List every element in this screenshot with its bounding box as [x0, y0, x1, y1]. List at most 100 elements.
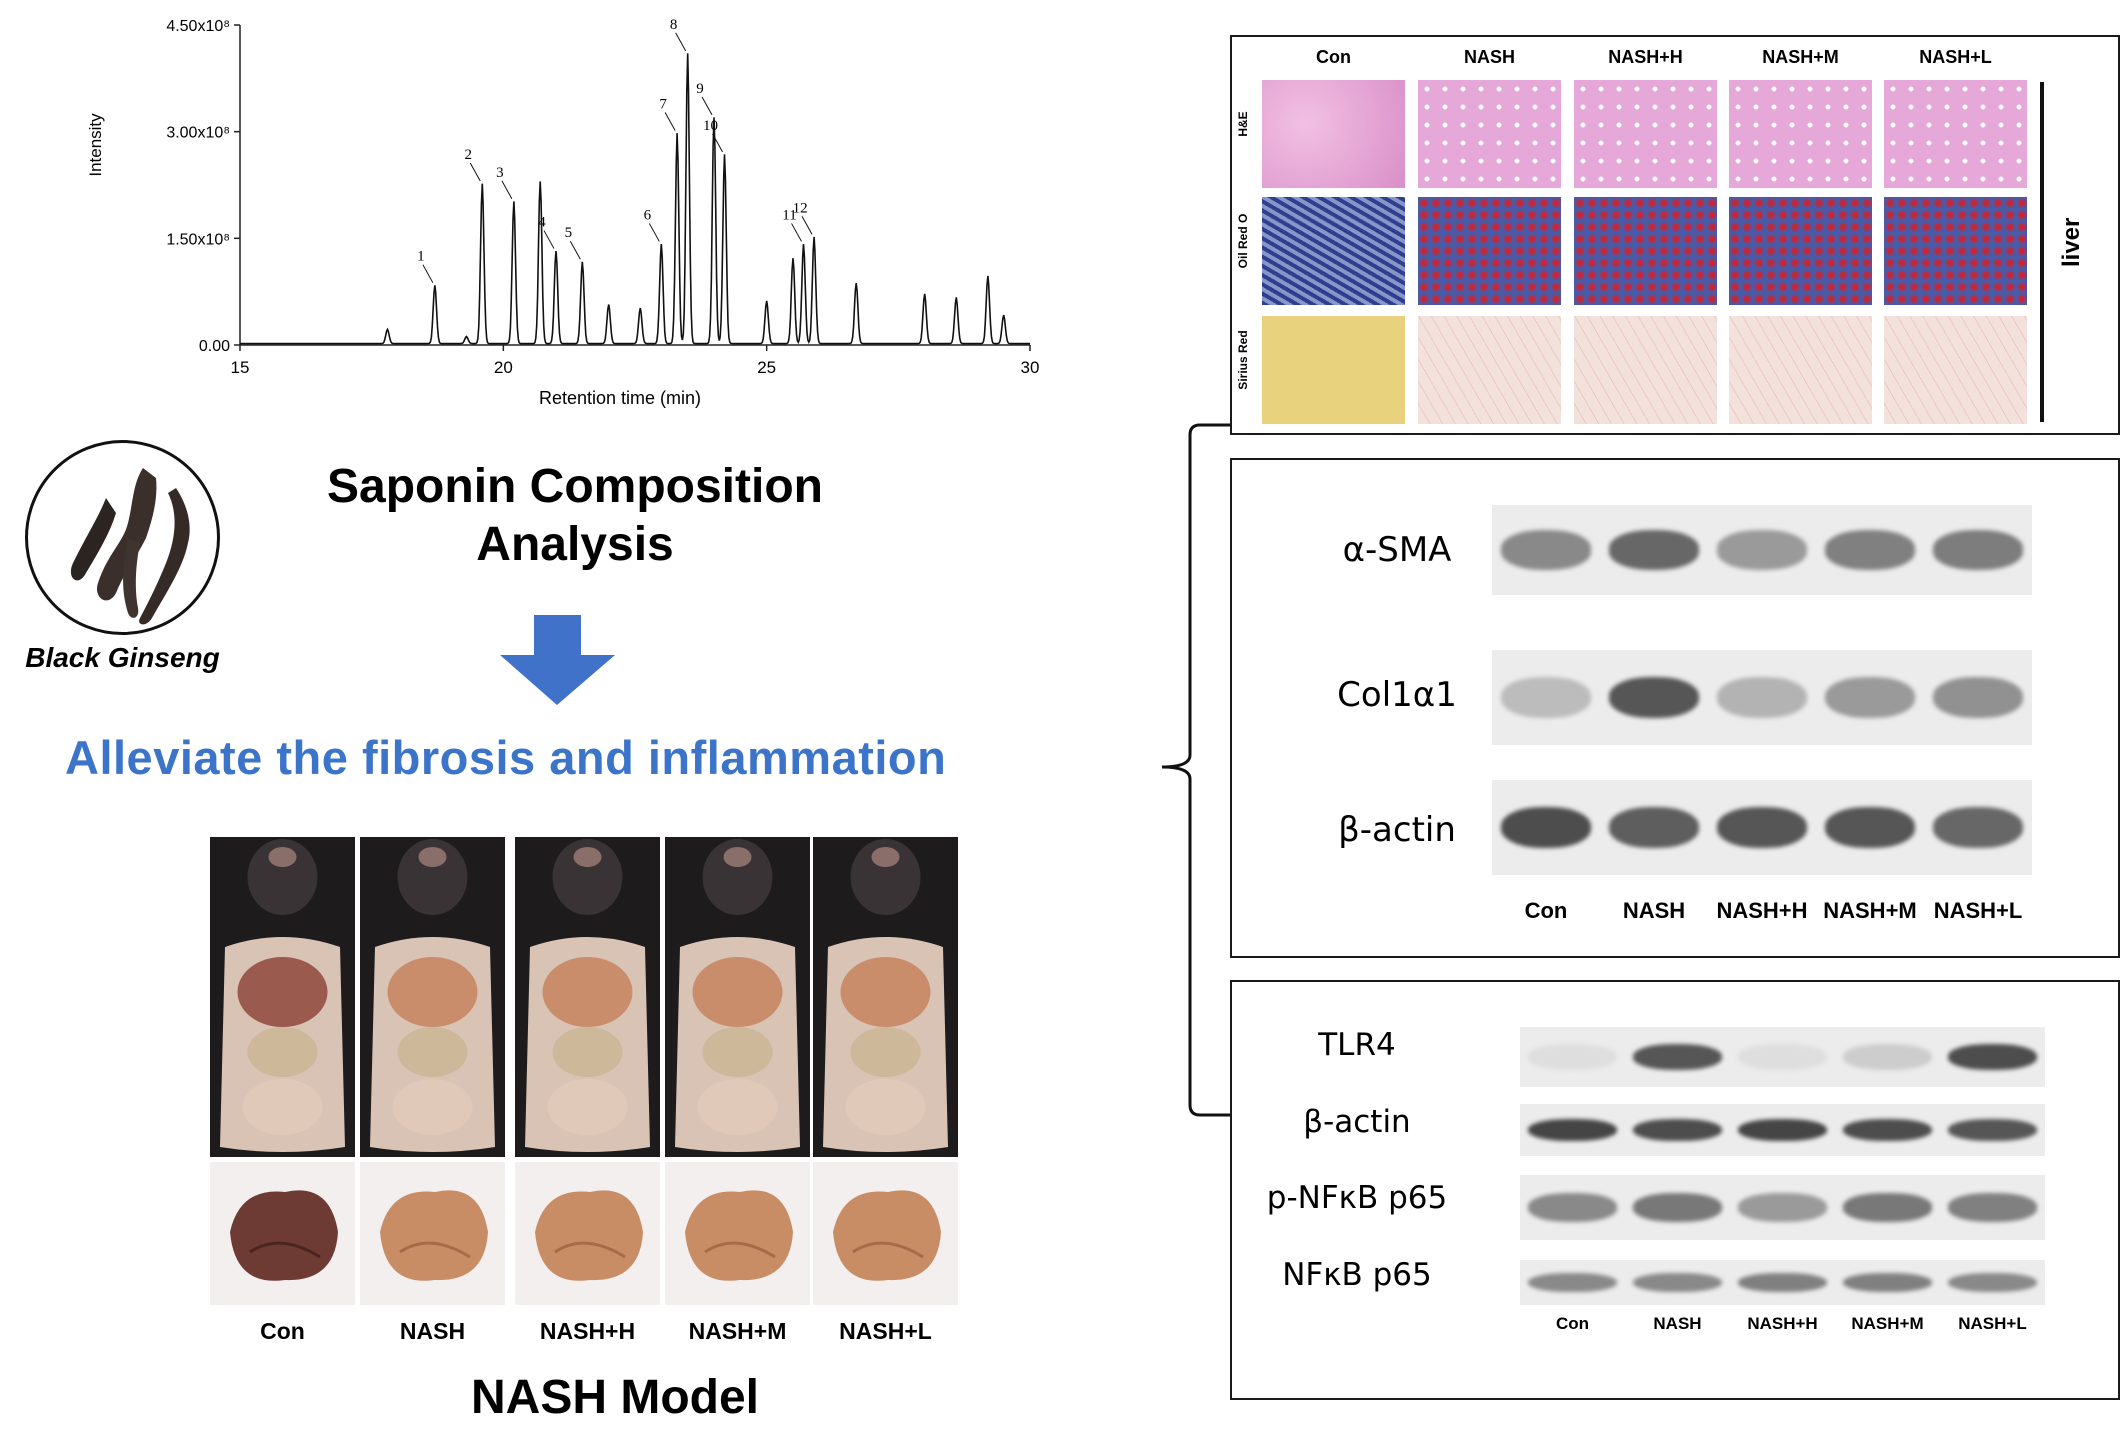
protein-band [1716, 806, 1808, 849]
protein-band [1948, 1193, 2037, 1222]
peak-label: 1 [417, 249, 425, 265]
down-arrow-icon [500, 615, 615, 705]
protein-band [1738, 1193, 1827, 1222]
protein-band [1716, 676, 1808, 719]
peak-leader-line [648, 223, 660, 242]
peak-point [581, 262, 583, 264]
blot-strip [1520, 1104, 2045, 1156]
lane-label: NASH+H [1747, 1314, 1818, 1333]
histology-image [1884, 197, 2027, 305]
protein-band [1948, 1043, 2037, 1071]
histology-image [1418, 316, 1561, 424]
mouse-dissection-photo [360, 837, 505, 1157]
blot-strip [1492, 780, 2032, 875]
histology-column-label: NASH [1463, 47, 1515, 67]
protein-band [1738, 1118, 1827, 1142]
protein-band [1843, 1272, 1932, 1293]
peak-point [1003, 316, 1005, 318]
peak-label: 8 [670, 17, 678, 33]
lane-label: Con [1524, 898, 1568, 923]
histology-image [1262, 316, 1405, 424]
mouse-dissection-photo [665, 837, 810, 1157]
x-tick-label: 25 [757, 358, 776, 377]
peak-label: 9 [696, 81, 704, 97]
histology-row-label: Oil Red O [1236, 213, 1250, 269]
peak-point [676, 134, 678, 136]
protein-band [1608, 676, 1700, 719]
peak-point [465, 337, 467, 339]
liver-label: liver [2058, 217, 2085, 267]
peak-point [813, 237, 815, 239]
liver-photo [813, 1162, 958, 1305]
protein-band [1824, 530, 1916, 570]
peak-point [513, 202, 515, 204]
protein-band [1500, 806, 1592, 849]
protein-band [1633, 1193, 1722, 1222]
y-tick-label: 0.00 [199, 338, 230, 355]
chart-x-axis-label: Retention time (min) [538, 388, 702, 408]
ginseng-root-icon [70, 468, 190, 625]
protein-label: TLR4 [1318, 1027, 1396, 1063]
blot-strip [1492, 505, 2032, 595]
protein-band [1528, 1043, 1617, 1071]
histology-image [1729, 197, 1872, 305]
y-tick-label: 4.50x10⁸ [166, 18, 230, 35]
peak-point [434, 286, 436, 288]
peak-point [639, 308, 641, 310]
protein-band [1500, 530, 1592, 570]
peak-point [539, 182, 541, 184]
histology-image [1884, 316, 2027, 424]
protein-band [1932, 806, 2024, 849]
peak-label: 12 [793, 200, 808, 216]
protein-band [1716, 530, 1808, 570]
lane-label: NASH+L [1958, 1314, 2027, 1333]
protein-band [1843, 1118, 1932, 1142]
histology-image [1729, 316, 1872, 424]
peak-leader-line [569, 240, 581, 260]
protein-label: NFκB p65 [1282, 1257, 1432, 1293]
lane-label: NASH [1622, 898, 1686, 923]
peak-point [608, 305, 610, 307]
lane-label: NASH+L [1933, 898, 2023, 923]
peak-leader-line [501, 180, 513, 200]
ginseng-label: Black Ginseng [25, 642, 220, 673]
nash-group-label: Con [260, 1318, 305, 1344]
peak-point [713, 118, 715, 120]
blot-strip [1520, 1027, 2045, 1087]
protein-label: β-actin [1338, 810, 1456, 850]
histology-column-label: NASH+M [1762, 47, 1839, 67]
lane-label: NASH+M [1823, 898, 1917, 923]
histology-image [1262, 80, 1405, 188]
nash-group-label: NASH+H [539, 1318, 636, 1344]
peak-point [792, 259, 794, 261]
peak-point [855, 284, 857, 286]
peak-leader-line [543, 230, 555, 249]
protein-band [1528, 1118, 1617, 1142]
histology-row-label: H&E [1236, 111, 1250, 137]
bracket-connector [1161, 423, 1230, 1117]
peak-point [803, 244, 805, 246]
mouse-dissection-photo [813, 837, 958, 1157]
protein-band [1932, 676, 2024, 719]
western-blot-inflammation-panel: TLR4 β-actin p-NFκB p65 NFκB p65 Con NASH NASH… [1230, 980, 2120, 1400]
protein-band [1824, 676, 1916, 719]
histology-column-label: NASH+L [1919, 47, 1992, 67]
peak-point [924, 294, 926, 296]
peak-leader-line [664, 112, 676, 131]
protein-band [1608, 806, 1700, 849]
peak-label: 3 [496, 165, 504, 181]
peak-label: 5 [565, 225, 573, 241]
lane-label: Con [1555, 1314, 1590, 1333]
blot-strip [1520, 1175, 2045, 1240]
protein-band [1824, 806, 1916, 849]
saponin-title-line1: Saponin Composition [327, 460, 823, 513]
mouse-dissection-photo [515, 837, 660, 1157]
peak-label: 10 [703, 118, 718, 134]
protein-band [1738, 1043, 1827, 1071]
liver-photo [210, 1162, 355, 1305]
peak-leader-line [791, 223, 802, 242]
alleviate-headline: Alleviate the fibrosis and inflammation [65, 731, 947, 784]
protein-band [1528, 1272, 1617, 1293]
blot-strip [1520, 1260, 2045, 1305]
